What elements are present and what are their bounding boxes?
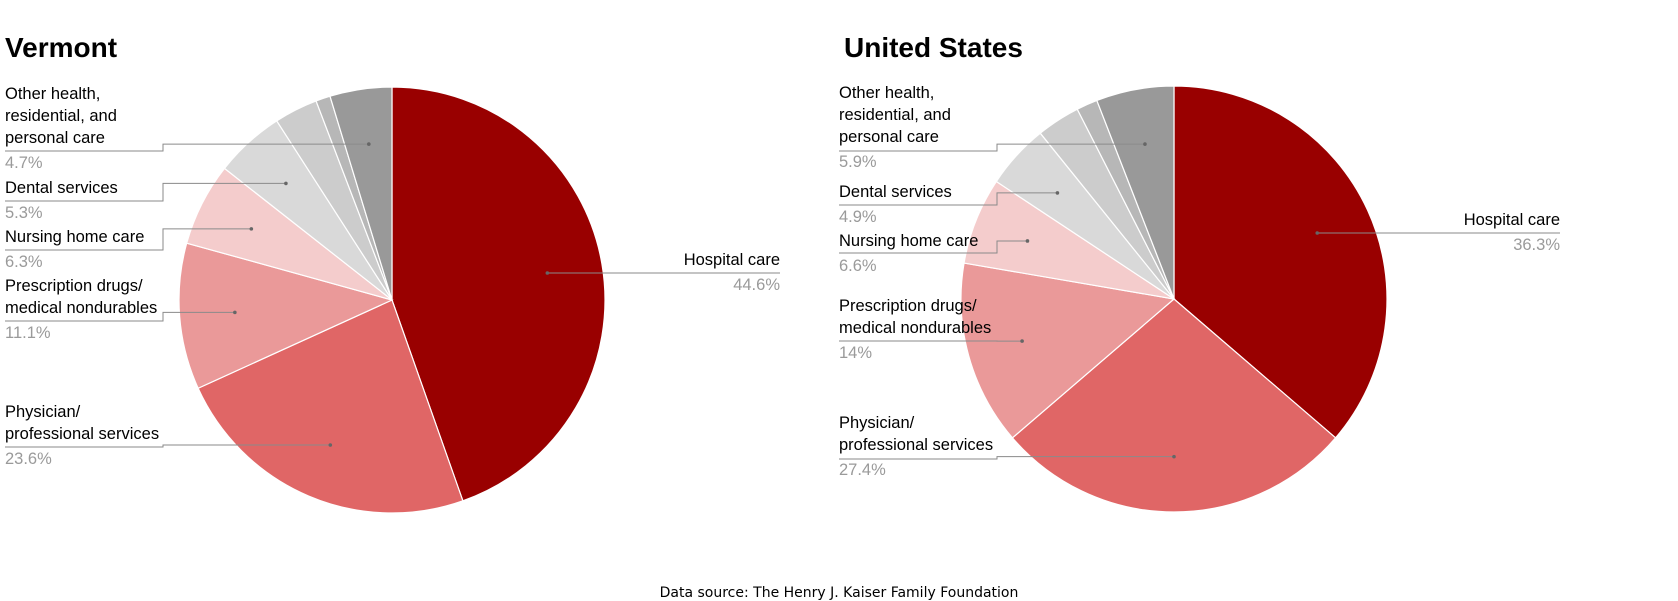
slice-label-prescription-drugs-medical-nondurables: Prescription drugs/ medical nondurables 1… xyxy=(839,295,991,364)
vermont-pie xyxy=(5,86,780,514)
leader-dot xyxy=(284,181,288,186)
slice-name: Physician/ professional services xyxy=(5,403,160,443)
pie-slice-prescription-drugs-medical-nondurables xyxy=(178,242,394,390)
slice-percent: 6.3% xyxy=(5,253,43,271)
leader-line-dental-services xyxy=(5,182,286,202)
slice-percent: 5.3% xyxy=(5,204,43,222)
pie-slice-physician-professional-services xyxy=(1011,298,1337,513)
slice-name: Prescription drugs/ medical nondurables xyxy=(5,277,158,317)
chart-title: United States xyxy=(844,32,1023,63)
slice-name: Dental services xyxy=(5,179,118,197)
slice-percent: 6.6% xyxy=(839,257,877,275)
leader-line-physician-professional-services xyxy=(839,456,1174,460)
leader-dot xyxy=(1025,239,1030,243)
pie-slice-other-health-residential-and-personal-care xyxy=(329,86,393,301)
leader-line-nursing-home-care xyxy=(839,240,1028,254)
slice-label-hospital-care: Hospital care 36.3% xyxy=(1464,209,1560,256)
leader-line-other-health-residential-and-personal-care xyxy=(839,143,1145,152)
slice-label-dental-services: Dental services 5.3% xyxy=(5,177,118,224)
slice-label-other-health-residential-and-personal-care: Other health, residential, and personal … xyxy=(5,83,117,174)
slice-name: Dental services xyxy=(839,183,952,201)
slice-percent: 14% xyxy=(839,344,873,362)
leader-dot xyxy=(249,227,254,231)
slice-name: Hospital care xyxy=(1463,211,1560,229)
vermont-chart: Vermont Hospital care 44.6% Physician/ pro… xyxy=(0,0,839,560)
pie-slice-hospital-care xyxy=(391,86,606,502)
united-states-pie xyxy=(839,85,1560,513)
slice-label-physician-professional-services: Physician/ professional services 27.4% xyxy=(839,412,993,481)
leader-dot xyxy=(367,142,371,146)
chart-title: Vermont xyxy=(5,32,118,63)
slice-name: Physician/ professional services xyxy=(839,414,994,454)
slice-name: Hospital care xyxy=(683,251,780,269)
slice-percent: 44.6% xyxy=(733,276,780,294)
leader-line-prescription-drugs-medical-nondurables xyxy=(5,311,235,322)
leader-dot xyxy=(1143,142,1147,146)
pie-slice-hospital-care xyxy=(1173,85,1388,439)
leader-line-other-health-residential-and-personal-care xyxy=(5,143,369,152)
slice-percent: 27.4% xyxy=(839,461,886,479)
slice-label-hospital-care: Hospital care 44.6% xyxy=(684,249,780,296)
slice-label-physician-professional-services: Physician/ professional services 23.6% xyxy=(5,401,159,470)
leader-dot xyxy=(233,310,237,315)
leader-dot xyxy=(545,271,550,275)
leader-dot xyxy=(1172,454,1176,459)
leader-line-nursing-home-care xyxy=(5,228,252,251)
slice-percent: 11.1% xyxy=(5,324,51,342)
leader-dot xyxy=(1020,339,1024,343)
slice-name: Other health, residential, and personal … xyxy=(5,85,117,147)
slice-percent: 4.7% xyxy=(5,154,43,172)
slice-percent: 36.3% xyxy=(1513,236,1560,254)
slice-label-nursing-home-care: Nursing home care 6.6% xyxy=(839,230,978,277)
leader-dot xyxy=(1315,231,1320,235)
slice-name: Other health, residential, and personal … xyxy=(839,84,951,146)
pie-slice-other-health-residential-and-personal-care xyxy=(1096,85,1175,300)
slice-name: Nursing home care xyxy=(5,228,145,246)
united-states-chart: United States Hospital care 36.3% Physicia… xyxy=(839,0,1678,560)
slice-name: Nursing home care xyxy=(839,232,979,250)
pie-slice-physician-professional-services xyxy=(197,299,464,514)
leader-dot xyxy=(328,443,333,447)
slice-percent: 4.9% xyxy=(839,208,877,226)
pie-slice-prescription-drugs-medical-nondurables xyxy=(960,262,1176,439)
leader-line-dental-services xyxy=(839,192,1058,206)
leader-dot xyxy=(1055,191,1060,195)
slice-percent: 23.6% xyxy=(5,450,52,468)
slice-label-nursing-home-care: Nursing home care 6.3% xyxy=(5,226,144,273)
slice-label-dental-services: Dental services 4.9% xyxy=(839,181,952,228)
data-source-note: Data source: The Henry J. Kaiser Family … xyxy=(659,585,1019,601)
leader-line-physician-professional-services xyxy=(5,444,331,448)
slice-label-other-health-residential-and-personal-care: Other health, residential, and personal … xyxy=(839,82,951,173)
slice-percent: 5.9% xyxy=(839,153,877,171)
slice-label-prescription-drugs-medical-nondurables: Prescription drugs/ medical nondurables 1… xyxy=(5,275,157,344)
slice-name: Prescription drugs/ medical nondurables xyxy=(839,297,992,337)
